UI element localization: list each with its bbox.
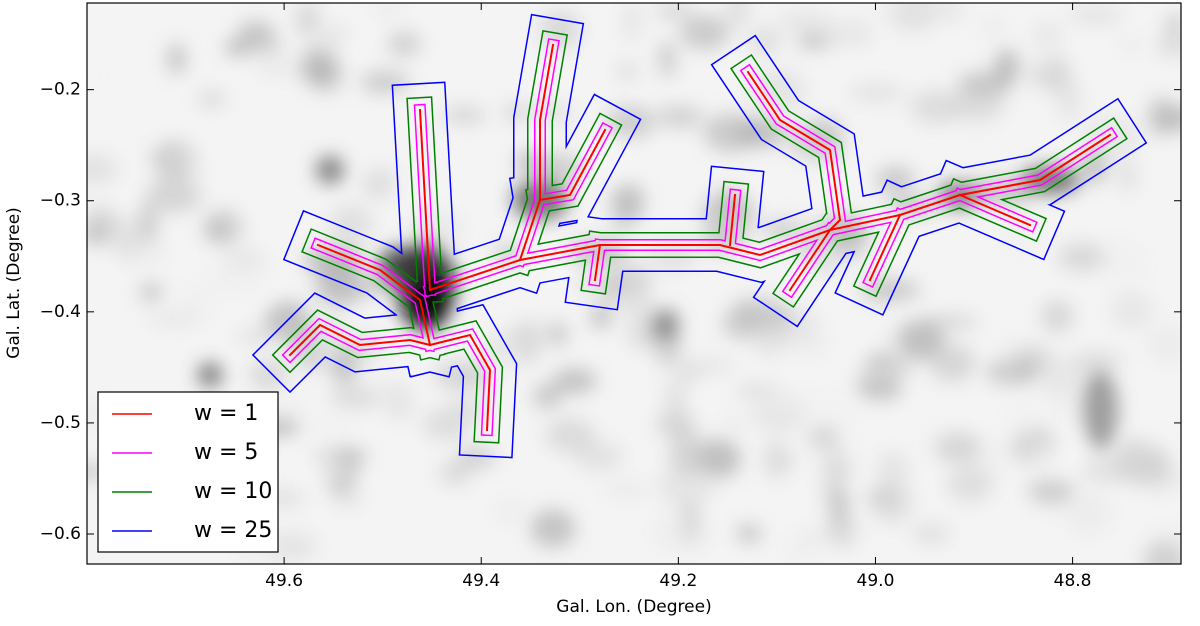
legend-label: w = 25	[194, 518, 272, 543]
y-tick-label: −0.3	[40, 191, 81, 211]
x-tick-label: 49.4	[462, 571, 500, 591]
y-axis-label: Gal. Lat. (Degree)	[4, 207, 24, 359]
legend-label: w = 5	[194, 440, 258, 465]
y-tick-label: −0.4	[40, 302, 81, 322]
x-tick-label: 49.0	[857, 571, 895, 591]
plot-frame	[86, 2, 1182, 565]
x-tick-label: 48.8	[1054, 571, 1092, 591]
contour-line	[288, 43, 1112, 432]
legend-label: w = 1	[194, 401, 258, 426]
y-tick-label: −0.6	[40, 524, 81, 544]
x-tick-label: 49.6	[265, 571, 303, 591]
y-tick-label: −0.2	[40, 80, 81, 100]
x-tick-label: 49.2	[659, 571, 697, 591]
legend-label: w = 10	[194, 479, 272, 504]
legend-box	[97, 391, 279, 553]
x-axis-label: Gal. Lon. (Degree)	[556, 597, 711, 617]
y-tick-label: −0.5	[40, 413, 81, 433]
